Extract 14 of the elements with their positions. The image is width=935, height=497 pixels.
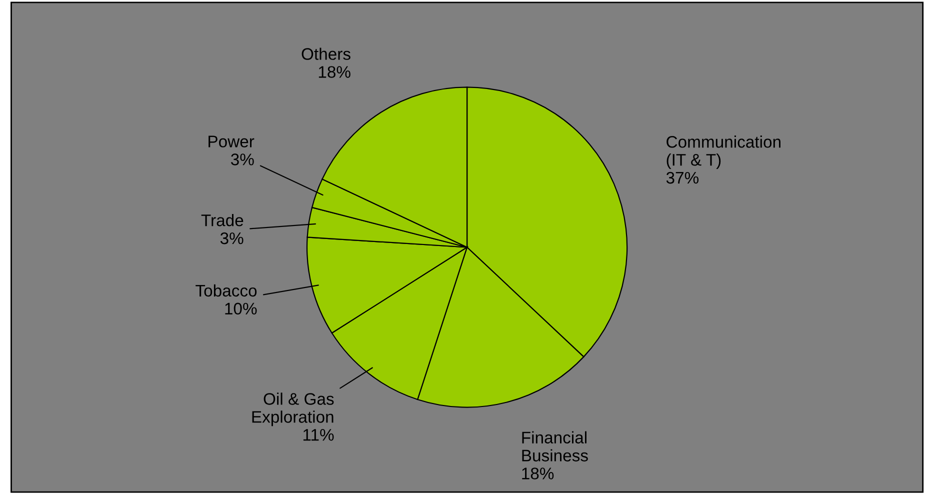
slice-label: Communication (IT & T) [666,136,780,170]
data-label: 10% [225,302,257,315]
data-label: 3% [230,154,254,166]
data-label: 18% [522,468,554,480]
data-label: 37% [666,172,699,184]
slice-label: Financial Business [522,431,588,462]
data-label: 3% [220,232,244,244]
slice-label: Oil & Gas Exploration [252,392,334,426]
slice-label: Others [302,48,350,60]
slice-label: Tobacco [196,284,257,297]
data-label: 18% [318,66,350,78]
slice-label: Trade [201,214,244,226]
slice-label: Power [208,136,254,148]
data-label: 11% [303,429,334,441]
